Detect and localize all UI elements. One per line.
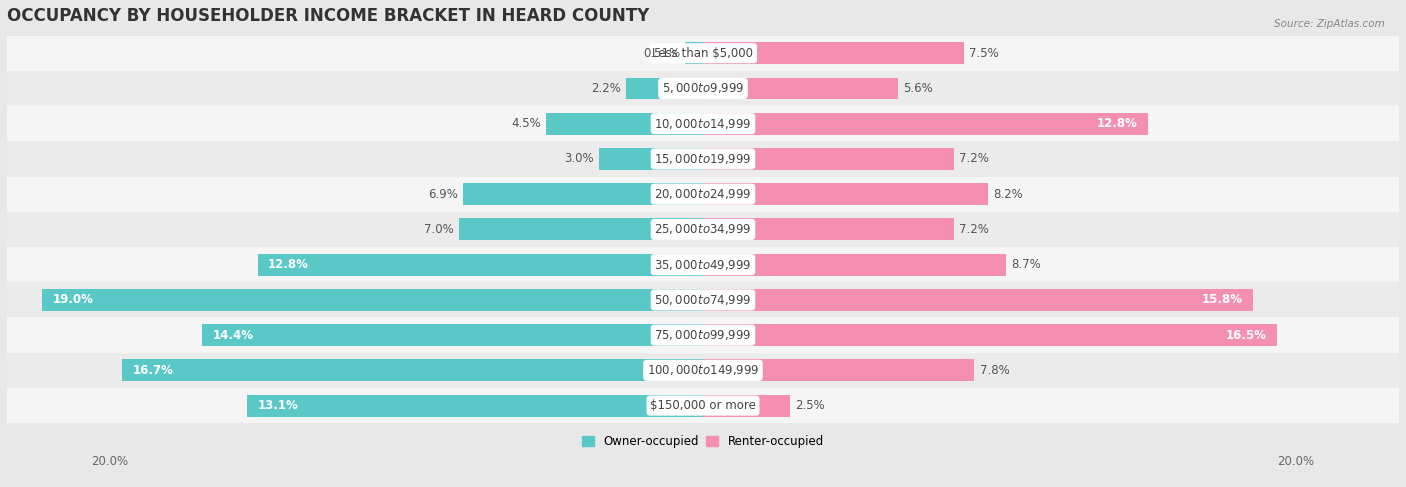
Bar (703, 394, 790, 416)
Bar (460, 219, 703, 240)
Text: 13.1%: 13.1% (257, 399, 298, 412)
Bar (703, 289, 1253, 311)
Text: 4.5%: 4.5% (512, 117, 541, 130)
Text: 12.8%: 12.8% (269, 258, 309, 271)
Bar (122, 359, 703, 381)
Bar (599, 148, 703, 170)
Text: 20.0%: 20.0% (91, 454, 128, 468)
Text: $35,000 to $49,999: $35,000 to $49,999 (654, 258, 752, 272)
Bar (7, 36, 1399, 71)
Bar (703, 148, 953, 170)
Text: 14.4%: 14.4% (212, 329, 253, 341)
Text: $25,000 to $34,999: $25,000 to $34,999 (654, 223, 752, 236)
Text: 15.8%: 15.8% (1202, 293, 1243, 306)
Text: $150,000 or more: $150,000 or more (650, 399, 756, 412)
Bar (703, 254, 1005, 276)
Text: 20.0%: 20.0% (1278, 454, 1315, 468)
Bar (7, 247, 1399, 282)
Text: 7.8%: 7.8% (980, 364, 1010, 377)
Text: 8.2%: 8.2% (994, 187, 1024, 201)
Bar (247, 394, 703, 416)
Bar (7, 106, 1399, 141)
Text: 2.2%: 2.2% (592, 82, 621, 95)
Text: $20,000 to $24,999: $20,000 to $24,999 (654, 187, 752, 201)
Text: $50,000 to $74,999: $50,000 to $74,999 (654, 293, 752, 307)
Bar (627, 77, 703, 99)
Text: 5.6%: 5.6% (903, 82, 932, 95)
Text: 3.0%: 3.0% (564, 152, 593, 166)
Bar (685, 42, 703, 64)
Bar (703, 219, 953, 240)
Text: $15,000 to $19,999: $15,000 to $19,999 (654, 152, 752, 166)
Text: $100,000 to $149,999: $100,000 to $149,999 (647, 363, 759, 377)
Text: 8.7%: 8.7% (1011, 258, 1040, 271)
Bar (463, 183, 703, 205)
Legend: Owner-occupied, Renter-occupied: Owner-occupied, Renter-occupied (578, 430, 828, 452)
Text: 16.7%: 16.7% (132, 364, 173, 377)
Bar (7, 177, 1399, 212)
Bar (703, 42, 965, 64)
Bar (703, 324, 1277, 346)
Bar (7, 353, 1399, 388)
Text: 7.2%: 7.2% (959, 152, 988, 166)
Text: 6.9%: 6.9% (427, 187, 457, 201)
Text: Less than $5,000: Less than $5,000 (652, 47, 754, 60)
Bar (7, 212, 1399, 247)
Text: 12.8%: 12.8% (1097, 117, 1137, 130)
Bar (42, 289, 703, 311)
Bar (7, 282, 1399, 318)
Text: Source: ZipAtlas.com: Source: ZipAtlas.com (1274, 19, 1385, 30)
Bar (703, 113, 1149, 134)
Text: 0.51%: 0.51% (643, 47, 681, 60)
Text: 7.0%: 7.0% (425, 223, 454, 236)
Text: 7.2%: 7.2% (959, 223, 988, 236)
Text: 16.5%: 16.5% (1226, 329, 1267, 341)
Text: $10,000 to $14,999: $10,000 to $14,999 (654, 117, 752, 131)
Text: $75,000 to $99,999: $75,000 to $99,999 (654, 328, 752, 342)
Bar (7, 71, 1399, 106)
Bar (703, 183, 988, 205)
Bar (7, 388, 1399, 423)
Bar (257, 254, 703, 276)
Text: 19.0%: 19.0% (52, 293, 93, 306)
Bar (703, 359, 974, 381)
Bar (703, 77, 898, 99)
Bar (7, 318, 1399, 353)
Bar (202, 324, 703, 346)
Text: 7.5%: 7.5% (969, 47, 1000, 60)
Text: 2.5%: 2.5% (796, 399, 825, 412)
Bar (547, 113, 703, 134)
Bar (7, 141, 1399, 177)
Text: $5,000 to $9,999: $5,000 to $9,999 (662, 81, 744, 95)
Text: OCCUPANCY BY HOUSEHOLDER INCOME BRACKET IN HEARD COUNTY: OCCUPANCY BY HOUSEHOLDER INCOME BRACKET … (7, 7, 650, 25)
